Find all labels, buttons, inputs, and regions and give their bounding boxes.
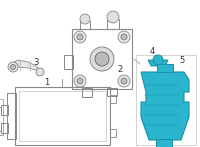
Circle shape	[121, 78, 127, 84]
Bar	[64, 55, 73, 69]
Polygon shape	[10, 60, 40, 74]
Circle shape	[77, 78, 83, 84]
Circle shape	[8, 62, 18, 72]
Bar	[15, 87, 110, 145]
Bar	[80, 21, 90, 29]
Bar	[7, 93, 16, 139]
Text: 4: 4	[149, 46, 155, 56]
Circle shape	[118, 75, 130, 87]
Circle shape	[90, 47, 114, 71]
Bar	[157, 64, 173, 72]
Bar	[107, 19, 119, 29]
Circle shape	[153, 55, 163, 65]
Text: 3: 3	[33, 57, 39, 66]
Bar	[72, 29, 132, 89]
Bar	[156, 139, 172, 147]
Text: 5: 5	[179, 56, 185, 65]
Circle shape	[74, 75, 86, 87]
Circle shape	[118, 31, 130, 43]
Circle shape	[121, 34, 127, 40]
Text: 1: 1	[44, 77, 50, 86]
Bar	[19, 91, 106, 141]
Circle shape	[107, 11, 119, 23]
Circle shape	[10, 65, 16, 70]
Circle shape	[95, 52, 109, 66]
Bar	[136, 55, 196, 145]
Polygon shape	[141, 72, 189, 140]
Bar	[107, 88, 117, 96]
Bar	[110, 95, 116, 103]
Bar	[110, 129, 116, 137]
Polygon shape	[148, 60, 168, 66]
Circle shape	[74, 31, 86, 43]
Circle shape	[36, 68, 44, 76]
Bar	[1, 123, 8, 133]
Circle shape	[77, 34, 83, 40]
Circle shape	[80, 14, 90, 24]
Text: 2: 2	[117, 65, 123, 74]
Bar	[1, 105, 8, 115]
Bar	[82, 88, 92, 97]
